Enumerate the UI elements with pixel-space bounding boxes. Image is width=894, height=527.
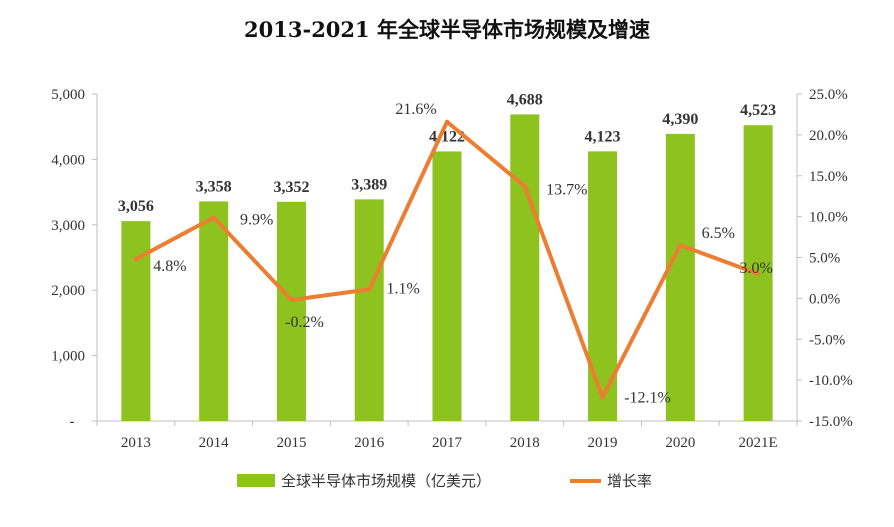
left-tick-label: 1,000 xyxy=(51,349,85,365)
x-tick-label: 2019 xyxy=(588,435,618,451)
right-tick-label: 20.0% xyxy=(809,128,848,144)
line-point xyxy=(600,395,605,400)
legend-label-bar: 全球半导体市场规模（亿美元） xyxy=(281,472,491,490)
bar-data-label: 3,389 xyxy=(351,176,387,193)
line-data-label: 1.1% xyxy=(387,280,420,297)
left-tick-label: 5,000 xyxy=(51,87,85,103)
line-series xyxy=(133,119,761,400)
bar-data-label: 4,523 xyxy=(740,102,776,119)
right-tick-label: 25.0% xyxy=(809,87,848,103)
line-data-label: -0.2% xyxy=(285,314,324,331)
bar xyxy=(276,201,306,421)
line-data-label: 4.8% xyxy=(153,258,186,275)
right-tick-label: -5.0% xyxy=(809,332,845,348)
right-tick-label: 0.0% xyxy=(809,291,840,307)
line-point xyxy=(133,257,138,262)
left-tick-label: 4,000 xyxy=(51,152,85,168)
bar-data-label: 3,358 xyxy=(196,178,232,195)
x-tick-label: 2017 xyxy=(432,435,463,451)
bar-data-label: 3,056 xyxy=(118,198,154,215)
bar xyxy=(121,221,151,421)
line-point xyxy=(522,184,527,189)
bar-data-label: 4,123 xyxy=(585,128,621,145)
x-tick-label: 2021E xyxy=(739,435,778,451)
right-tick-label: 5.0% xyxy=(809,251,840,267)
line-data-labels: 4.8% 9.9% -0.2% 1.1% 21.6% 13.7% -12.1% 6.5% 3.0… xyxy=(153,101,773,406)
line-data-label: 9.9% xyxy=(240,211,273,228)
left-tick-label: - xyxy=(70,414,75,430)
right-tick-label: -10.0% xyxy=(809,373,853,389)
line-data-label: 6.5% xyxy=(702,225,735,242)
line-point xyxy=(211,215,216,220)
line-point xyxy=(756,271,761,276)
bar-series xyxy=(121,114,773,422)
x-tick-label: 2013 xyxy=(121,435,151,451)
bar-data-label: 4,688 xyxy=(507,91,543,108)
x-tick-label: 2018 xyxy=(510,435,540,451)
line-point xyxy=(678,243,683,248)
line-point xyxy=(445,119,449,124)
right-tick-label: 10.0% xyxy=(809,210,848,226)
x-tick-label: 2014 xyxy=(199,435,230,451)
x-tick-label: 2020 xyxy=(665,435,695,451)
left-tick-label: 3,000 xyxy=(51,218,85,234)
line-data-label: 13.7% xyxy=(546,181,587,198)
line-data-label: -12.1% xyxy=(624,389,671,406)
bar xyxy=(199,201,229,421)
bar-data-label: 4,390 xyxy=(662,111,698,128)
x-tick-label: 2016 xyxy=(354,435,385,451)
legend: 全球半导体市场规模（亿美元） 增长率 xyxy=(237,472,652,490)
line-point xyxy=(289,298,294,303)
x-tick-label: 2015 xyxy=(276,435,306,451)
right-tick-label: 15.0% xyxy=(809,169,848,185)
chart-title: 2013-2021 年全球半导体市场规模及增速 xyxy=(244,17,650,42)
bar xyxy=(665,133,695,422)
left-tick-label: 2,000 xyxy=(51,283,85,299)
line-data-label: 3.0% xyxy=(739,260,772,277)
line-point xyxy=(367,287,372,292)
legend-swatch-bar xyxy=(237,474,275,487)
legend-label-line: 增长率 xyxy=(607,472,652,490)
bar xyxy=(354,199,384,421)
bar xyxy=(510,114,540,422)
bar-data-label: 3,352 xyxy=(273,179,309,196)
axes: - 1,000 2,000 3,000 4,000 5,000 -15.0% -10.0% -5… xyxy=(51,87,853,451)
line-data-label: 21.6% xyxy=(395,101,436,118)
right-tick-label: -15.0% xyxy=(809,414,853,430)
bar xyxy=(432,151,462,421)
